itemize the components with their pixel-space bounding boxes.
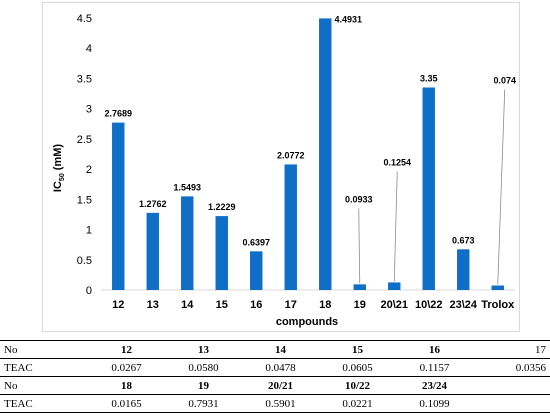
data-label: 2.0772 bbox=[277, 150, 305, 160]
data-label: 1.5493 bbox=[173, 182, 201, 192]
table-cell: 19 bbox=[165, 376, 242, 395]
table-cell bbox=[473, 376, 550, 395]
table-cell: 23/24 bbox=[396, 376, 473, 395]
table-cell: 0.0165 bbox=[88, 394, 165, 413]
data-label-leader-line bbox=[497, 89, 506, 285]
row-label: No bbox=[0, 376, 88, 395]
bar bbox=[284, 164, 297, 290]
table-cell: 15 bbox=[319, 340, 396, 359]
table-cell: 12 bbox=[88, 340, 165, 359]
y-tick-label: 3 bbox=[86, 104, 92, 116]
y-axis-title-unit: (mM) bbox=[52, 144, 64, 174]
y-tick-label: 0 bbox=[86, 285, 92, 297]
data-label: 0.6397 bbox=[242, 237, 270, 247]
table-cell: 13 bbox=[165, 340, 242, 359]
table-cell: 0.0221 bbox=[319, 394, 396, 413]
x-category-label: 13 bbox=[147, 299, 159, 311]
table-row: TEAC 0.0165 0.7931 0.5901 0.0221 0.1099 bbox=[0, 394, 550, 413]
bar bbox=[388, 282, 401, 290]
table-cell: 0.0267 bbox=[111, 361, 142, 374]
table-cell: 0.1099 bbox=[396, 394, 473, 413]
bar bbox=[215, 216, 228, 290]
bar bbox=[457, 249, 470, 290]
y-tick-label: 2.5 bbox=[77, 134, 92, 146]
data-label-leader-line bbox=[358, 208, 361, 284]
row-label: No bbox=[0, 340, 88, 359]
table-cell: 0.0478 bbox=[265, 361, 296, 374]
x-category-label: 15 bbox=[216, 299, 228, 311]
teac-table: No 12 13 14 15 16 17 TEAC 0.0267 0.0580 0.0478 0.06… bbox=[0, 340, 550, 413]
table-cell: 10/22 bbox=[319, 376, 396, 395]
table-cell bbox=[473, 394, 550, 413]
table-cell: 0.5901 bbox=[242, 394, 319, 413]
bar bbox=[112, 122, 125, 290]
x-category-label: 23\24 bbox=[449, 299, 477, 311]
bar bbox=[250, 251, 263, 290]
y-tick-label: 3.5 bbox=[77, 73, 92, 85]
y-tick-label: 1.5 bbox=[77, 194, 92, 206]
data-label: 0.074 bbox=[493, 76, 516, 86]
x-category-label: 19 bbox=[354, 299, 366, 311]
data-label: 0.0933 bbox=[345, 194, 373, 204]
table-cell: 16 bbox=[396, 340, 473, 359]
data-label: 2.7689 bbox=[104, 109, 132, 119]
table-cell: 0.0605 bbox=[342, 361, 373, 374]
bar bbox=[319, 18, 332, 291]
ic50-bar-chart: IC50 (mM) 0 0.5 1 1.5 2 2.5 3 3.5 4 4.5 2.7689 1.2… bbox=[52, 13, 516, 328]
y-axis-ticks: 0 0.5 1 1.5 2 2.5 3 3.5 4 4.5 bbox=[77, 13, 92, 297]
table-cell: 0.7931 bbox=[165, 394, 242, 413]
x-category-label: 18 bbox=[319, 299, 331, 311]
x-category-label: Trolox bbox=[481, 299, 515, 311]
chart-frame: IC50 (mM) 0 0.5 1 1.5 2 2.5 3 3.5 4 4.5 2.7689 1.2… bbox=[42, 2, 520, 332]
data-label: 1.2229 bbox=[208, 202, 236, 212]
row-label: TEAC bbox=[4, 361, 33, 374]
y-axis-title-main: IC bbox=[52, 181, 64, 192]
bars: 2.7689 1.2762 1.5493 1.2229 0.6397 2.0772 4.49… bbox=[104, 14, 516, 291]
y-axis-title-subscript: 50 bbox=[59, 173, 66, 181]
table-row: No 18 19 20/21 10/22 23/24 bbox=[0, 376, 550, 395]
data-label: 4.4931 bbox=[334, 14, 362, 24]
table-cell: 0.0580 bbox=[188, 361, 219, 374]
table-cell: 14 bbox=[242, 340, 319, 359]
bar bbox=[146, 212, 159, 290]
x-axis-categories: 12 13 14 15 16 17 18 19 20\21 10\22 23\24 Trolox bbox=[112, 299, 515, 311]
bar bbox=[491, 285, 504, 290]
x-category-label: 20\21 bbox=[380, 299, 408, 311]
row-label: TEAC bbox=[0, 394, 88, 413]
x-category-label: 16 bbox=[250, 299, 262, 311]
y-tick-label: 0.5 bbox=[77, 255, 92, 267]
y-tick-label: 4.5 bbox=[77, 13, 92, 25]
x-category-label: 14 bbox=[181, 299, 194, 311]
y-tick-label: 2 bbox=[86, 164, 92, 176]
table-cell: 0.1157 bbox=[419, 361, 450, 374]
svg-text:IC50 (mM): IC50 (mM) bbox=[52, 144, 66, 192]
table-cell: 0.0356 bbox=[515, 361, 546, 374]
table-cell: 18 bbox=[88, 376, 165, 395]
x-category-label: 12 bbox=[112, 299, 124, 311]
bar bbox=[353, 284, 366, 290]
data-label: 0.1254 bbox=[383, 157, 411, 167]
data-label: 3.35 bbox=[420, 74, 438, 84]
table-cell: 20/21 bbox=[242, 376, 319, 395]
data-label-leader-line bbox=[393, 171, 398, 282]
table-row: No 12 13 14 15 16 17 bbox=[0, 340, 550, 359]
y-tick-label: 4 bbox=[86, 43, 92, 55]
bar bbox=[181, 196, 194, 290]
x-category-label: 17 bbox=[285, 299, 297, 311]
table-cell: 17 bbox=[473, 340, 550, 359]
x-category-label: 10\22 bbox=[415, 299, 443, 311]
y-tick-label: 1 bbox=[86, 225, 92, 237]
table-row: TEAC 0.0267 0.0580 0.0478 0.0605 0.1157 0.0356 bbox=[0, 359, 550, 377]
x-axis-title: compounds bbox=[276, 316, 338, 328]
data-label: 1.2762 bbox=[139, 199, 167, 209]
y-axis-title: IC50 (mM) bbox=[52, 144, 66, 192]
bar bbox=[422, 87, 435, 290]
data-label: 0.673 bbox=[452, 235, 475, 245]
